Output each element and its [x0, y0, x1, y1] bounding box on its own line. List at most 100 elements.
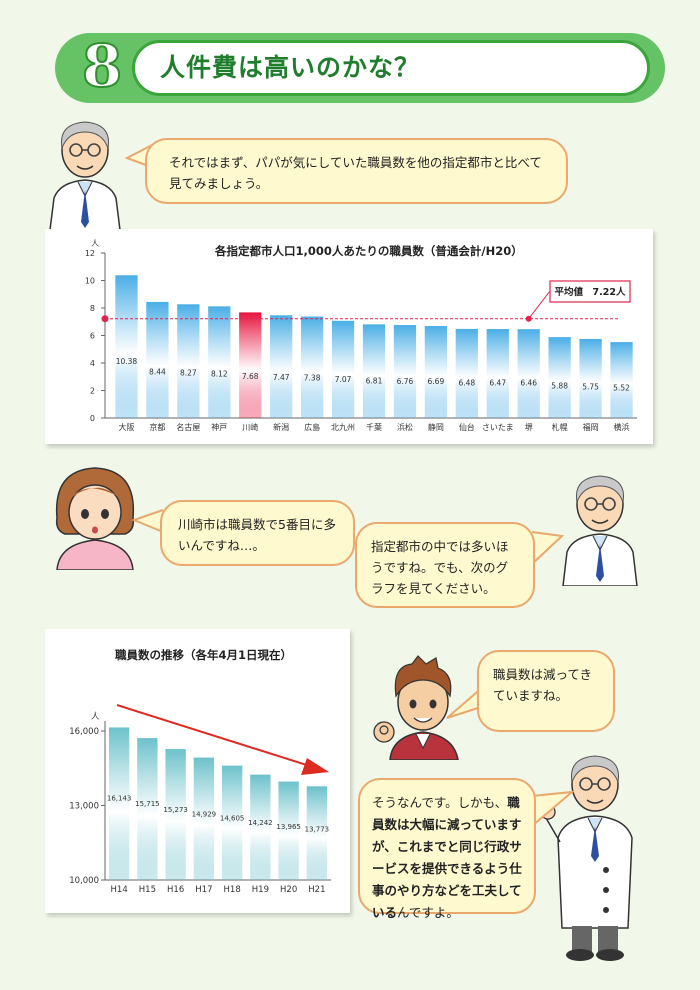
speech-text: んですよ。 — [397, 905, 459, 920]
y-tick-label: 10 — [85, 277, 95, 286]
bar — [610, 342, 633, 418]
bubble-tail — [132, 509, 164, 533]
category-label: H17 — [195, 885, 212, 895]
bubble-tail — [531, 531, 564, 565]
bar-value-label: 6.48 — [458, 378, 475, 387]
category-label: 新潟 — [273, 422, 289, 432]
bar — [146, 301, 169, 418]
speech-bubble-1: それではまず、パパが気にしていた職員数を他の指定都市と比べて見てみましょう。 — [145, 138, 568, 204]
speech-text: そうなんです。しかも、 — [372, 795, 508, 810]
staff-trend-chart: 10,000 13,000 16,000 人 16,143 H14 15,715 H15 15,… — [69, 704, 331, 895]
bar — [393, 325, 417, 418]
speech-text: それではまず、パパが気にしていた職員数を他の指定都市と比べて見てみましょう。 — [169, 155, 542, 191]
bar — [306, 786, 328, 880]
speech-bubble-4: 職員数は減ってきていますね。 — [477, 650, 615, 732]
bar-value-label: 5.88 — [551, 382, 568, 391]
bar-value-label: 8.44 — [149, 368, 166, 377]
average-callout-box — [549, 280, 631, 303]
bar-value-label: 10.38 — [116, 357, 138, 366]
y-tick-label: 16,000 — [69, 727, 99, 737]
bar-value-label: 13,965 — [276, 823, 301, 831]
category-label: H15 — [139, 885, 156, 895]
average-callout-line — [528, 290, 551, 320]
y-tick-label: 12 — [85, 249, 95, 258]
y-tick-label: 2 — [90, 387, 95, 396]
bar-value-label: 8.12 — [211, 369, 228, 378]
bubble-tail — [531, 790, 574, 827]
speech-text: 川崎市は職員数で5番目に多いんですね…。 — [178, 517, 336, 553]
bar — [517, 329, 540, 418]
bar — [300, 316, 324, 418]
professor-illustration-1 — [49, 121, 121, 230]
woman-illustration — [55, 467, 135, 570]
bar — [221, 765, 243, 880]
bar-value-label: 7.38 — [304, 373, 321, 382]
bar-value-label: 7.07 — [335, 375, 352, 384]
bar — [193, 757, 215, 880]
y-tick-label: 10,000 — [69, 876, 99, 886]
bar — [250, 774, 271, 880]
section-number: 8 — [81, 32, 123, 100]
bar — [548, 337, 571, 418]
bar — [115, 275, 138, 418]
bar — [424, 326, 448, 418]
bar-value-label: 14,929 — [192, 810, 217, 818]
bar-value-label: 14,242 — [248, 819, 273, 827]
y-tick-label: 13,000 — [69, 802, 99, 812]
staff-per-capita-chart-panel: 各指定都市人口1,000人あたりの職員数（普通会計/H20） 0 2 4 6 8 10 12… — [45, 229, 653, 444]
category-label: 京都 — [149, 422, 165, 432]
y-tick-label: 0 — [90, 414, 95, 423]
category-label: さいたま — [482, 423, 514, 432]
bar — [165, 749, 186, 880]
bar — [208, 306, 231, 418]
category-label: 川崎 — [242, 422, 258, 432]
bar — [486, 329, 509, 418]
bar — [239, 312, 262, 418]
trend-arrow-head — [301, 758, 329, 775]
bar-value-label: 13,773 — [305, 825, 330, 833]
bar-value-label: 6.69 — [428, 377, 445, 386]
category-label: H16 — [167, 885, 184, 895]
y-axis-unit: 人 — [91, 239, 99, 248]
category-label: 横浜 — [614, 422, 630, 432]
bar — [331, 320, 355, 418]
category-label: H21 — [308, 885, 325, 895]
section-title: 人件費は高いのかな？ — [160, 53, 421, 82]
category-label: H19 — [252, 885, 269, 895]
category-label: H20 — [280, 885, 297, 895]
y-tick-label: 4 — [90, 359, 95, 368]
category-label: 神戸 — [211, 422, 227, 432]
bar-value-label: 5.75 — [582, 382, 599, 391]
category-label: H14 — [111, 885, 128, 895]
trend-arrow-line — [116, 704, 314, 768]
bar-value-label: 7.68 — [242, 372, 259, 381]
category-label: 福岡 — [583, 423, 599, 432]
bar — [362, 324, 386, 418]
y-axis-unit: 人 — [91, 712, 100, 722]
bar-value-label: 6.46 — [520, 378, 537, 387]
speech-text: 職員数は減ってきていますね。 — [493, 667, 593, 703]
average-marker — [101, 315, 109, 323]
bar-value-label: 15,715 — [135, 800, 160, 808]
category-label: 北九州 — [331, 423, 355, 432]
bar — [108, 727, 130, 880]
category-label: 札幌 — [552, 422, 568, 432]
y-tick-label: 8 — [90, 304, 95, 313]
speech-text-bold: 職員数は大幅に減っていますが、これまでと同じ行政サービスを提供できるよう仕事のや… — [372, 795, 522, 920]
category-label: 仙台 — [459, 422, 475, 432]
boy-illustration — [373, 655, 459, 760]
bar-value-label: 15,273 — [163, 806, 188, 814]
chart-title: 各指定都市人口1,000人あたりの職員数（普通会計/H20） — [215, 244, 523, 258]
category-label: 千葉 — [366, 422, 382, 432]
chart-title: 職員数の推移（各年4月1日現在） — [115, 648, 293, 662]
bar — [177, 304, 200, 418]
bar-value-label: 16,143 — [107, 795, 132, 803]
speech-bubble-5: そうなんです。しかも、職員数は大幅に減っていますが、これまでと同じ行政サービスを… — [358, 778, 536, 920]
bar — [270, 315, 293, 418]
category-label: 大阪 — [118, 422, 134, 432]
bar — [278, 781, 299, 880]
bar-value-label: 8.27 — [180, 369, 197, 378]
bar-value-label: 14,605 — [220, 815, 245, 823]
bar — [137, 738, 158, 880]
category-label: H18 — [224, 885, 241, 895]
